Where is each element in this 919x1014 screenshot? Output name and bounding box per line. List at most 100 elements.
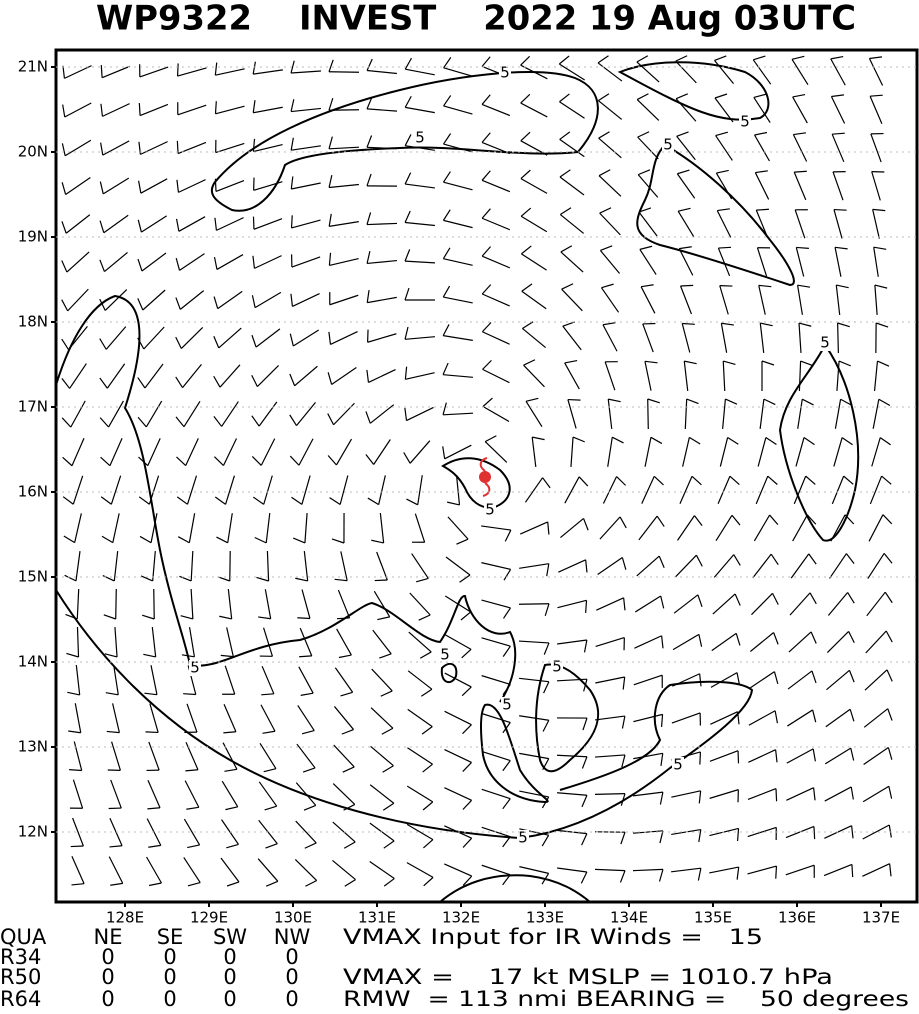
barb-flag xyxy=(262,730,276,734)
barb-flag xyxy=(714,93,728,99)
barb-flag xyxy=(523,359,536,366)
barb-staff xyxy=(559,138,585,158)
barb-staff xyxy=(146,856,162,884)
barb-flag xyxy=(366,290,370,303)
barb-flag xyxy=(583,518,589,531)
barb-flag xyxy=(104,653,118,658)
barb-staff xyxy=(110,475,122,505)
barb-flag xyxy=(143,653,156,658)
barb-staff xyxy=(710,711,738,725)
barb-staff xyxy=(179,290,205,310)
barb-flag xyxy=(848,631,855,644)
barb-flag xyxy=(772,593,779,605)
barb-staff xyxy=(333,744,355,768)
barb-flag xyxy=(543,681,550,694)
barb-flag xyxy=(265,880,279,887)
barb-flag xyxy=(796,246,809,249)
barb-staff xyxy=(294,365,318,387)
barb-staff xyxy=(139,103,169,117)
barb-staff xyxy=(142,289,166,311)
barb-flag xyxy=(299,655,312,658)
barb-staff xyxy=(149,703,159,733)
barb-flag xyxy=(810,631,817,644)
barb-staff xyxy=(671,712,701,724)
barb-staff xyxy=(145,400,163,428)
barb-flag xyxy=(383,878,395,887)
barb-flag xyxy=(763,398,776,406)
barb-flag xyxy=(297,617,310,620)
barb-staff xyxy=(108,400,124,428)
table-cell: 0 xyxy=(101,987,114,1011)
barb-flag xyxy=(775,788,778,802)
barb-flag xyxy=(366,369,370,383)
barb-staff xyxy=(443,181,473,191)
barb-staff xyxy=(298,666,314,694)
barb-flag xyxy=(139,535,152,544)
barb-flag xyxy=(680,284,694,287)
barb-flag xyxy=(641,284,654,288)
barb-flag xyxy=(213,256,218,270)
barb-flag xyxy=(851,825,854,839)
barb-flag xyxy=(379,653,392,659)
barb-staff xyxy=(786,787,814,801)
barb-flag xyxy=(886,669,893,682)
barb-staff xyxy=(715,135,733,161)
barb-flag xyxy=(366,212,372,225)
barb-staff xyxy=(787,670,813,690)
barb-flag xyxy=(620,831,626,845)
barb-staff xyxy=(265,513,271,543)
lat-tick-label: 19N xyxy=(18,228,48,246)
barb-flag xyxy=(888,786,893,799)
barb-flag xyxy=(636,93,649,101)
barb-flag xyxy=(699,673,702,687)
barb-flag xyxy=(137,377,146,389)
barb-staff xyxy=(759,399,765,429)
barb-staff xyxy=(637,174,659,198)
barb-flag xyxy=(622,676,626,690)
barb-flag xyxy=(213,375,221,388)
barb-flag xyxy=(223,731,236,734)
barb-staff xyxy=(69,363,87,389)
barb-staff xyxy=(258,781,278,807)
barb-flag xyxy=(61,143,66,156)
barb-staff xyxy=(868,58,884,86)
barb-flag xyxy=(755,170,768,174)
barb-staff xyxy=(873,247,879,277)
barb-flag xyxy=(521,283,533,292)
barb-staff xyxy=(330,331,358,345)
barb-flag xyxy=(404,134,412,146)
barb-staff xyxy=(564,362,580,390)
barb-staff xyxy=(301,589,311,619)
barb-staff xyxy=(71,438,85,466)
barb-flag xyxy=(404,57,412,70)
barb-staff xyxy=(253,218,283,230)
lat-tick-label: 16N xyxy=(18,483,48,501)
table-cell: 0 xyxy=(163,945,176,969)
barb-staff xyxy=(332,783,356,805)
table-cell: 0 xyxy=(223,965,236,989)
barb-flag xyxy=(442,402,447,415)
barb-staff xyxy=(557,599,587,609)
barb-flag xyxy=(559,93,570,103)
barb-flag xyxy=(676,131,689,137)
barb-flag xyxy=(383,840,395,849)
barb-staff xyxy=(223,703,237,733)
barb-staff xyxy=(150,513,158,543)
barb-flag xyxy=(175,218,180,232)
barb-staff xyxy=(865,630,887,654)
barb-staff xyxy=(599,250,621,274)
barb-flag xyxy=(176,456,187,467)
barb-flag xyxy=(597,93,610,102)
barb-staff xyxy=(150,665,158,695)
barb-flag xyxy=(176,140,179,154)
barb-flag xyxy=(621,715,626,729)
barb-flag xyxy=(138,180,142,194)
barb-flag xyxy=(849,709,855,722)
barb-staff xyxy=(335,438,353,466)
barb-flag xyxy=(546,563,550,577)
barb-flag xyxy=(343,803,356,811)
lat-tick-label: 20N xyxy=(18,143,48,161)
barb-flag xyxy=(251,456,262,466)
barb-flag xyxy=(870,94,883,97)
barb-flag xyxy=(660,595,665,609)
